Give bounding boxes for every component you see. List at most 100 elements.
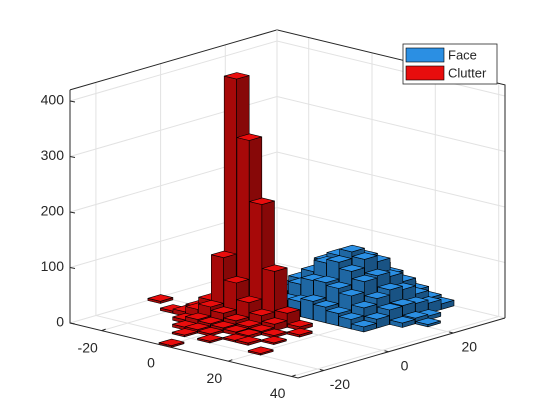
x-tick [228, 359, 233, 362]
bar [287, 319, 313, 331]
bar-top [249, 308, 275, 317]
bar-top [364, 312, 390, 320]
legend: Face Clutter [402, 43, 498, 85]
y-tick-label: 0 [401, 357, 409, 373]
bar-top [210, 320, 236, 329]
bar [197, 334, 223, 344]
bar-top [377, 282, 403, 291]
grid-line [69, 95, 506, 157]
z-tick [69, 156, 76, 158]
axis-line [69, 89, 506, 379]
bar-top [236, 319, 262, 328]
bar [351, 319, 377, 333]
grid-line [291, 83, 500, 377]
legend-swatch [405, 65, 445, 81]
y-tick-label: -20 [330, 376, 350, 392]
bar-top [261, 328, 287, 336]
bar-top [223, 275, 250, 284]
bar-top [223, 72, 250, 80]
bar-top [338, 264, 365, 272]
y-tick [319, 369, 324, 371]
bar-top [147, 294, 174, 302]
bar-top [339, 244, 365, 253]
bar [247, 346, 274, 356]
bar-top [338, 289, 365, 297]
x-tick-label: 40 [270, 385, 286, 401]
bar-top [326, 255, 352, 263]
bar-top [197, 326, 224, 335]
bar-top [235, 336, 262, 344]
z-tick-label: 200 [41, 203, 65, 219]
bar-top [286, 327, 313, 336]
bar-top [235, 328, 262, 337]
bar-top [351, 274, 378, 283]
bar-top [236, 295, 262, 304]
bar-top [326, 281, 352, 289]
bar-top [351, 319, 377, 328]
bar [235, 336, 262, 346]
bar [171, 328, 198, 338]
bar-top [364, 291, 390, 299]
z-tick [69, 211, 76, 214]
bar-top [248, 324, 275, 332]
x-tick [164, 343, 170, 347]
bar-top [313, 275, 340, 284]
bar-top [274, 306, 301, 314]
x-tick-label: -20 [78, 339, 98, 355]
bar-top [171, 328, 198, 336]
z-tick-label: 0 [56, 314, 64, 330]
bar-top [389, 316, 416, 324]
bar-side [300, 298, 314, 321]
bar-top [210, 306, 237, 314]
bar-top [261, 335, 287, 344]
bar-top [223, 325, 249, 333]
bar-top [223, 313, 249, 322]
bar-top [211, 250, 237, 259]
bar-top [287, 319, 313, 328]
bar [286, 327, 313, 338]
z-tick-label: 100 [41, 258, 65, 274]
x-tick [101, 328, 106, 332]
legend-label: Face [448, 47, 477, 62]
bar-top [313, 300, 339, 308]
bar-top [325, 306, 352, 314]
bar-top [351, 252, 378, 260]
bar-top [402, 311, 429, 319]
bar [261, 328, 287, 339]
bar [415, 317, 441, 328]
y-tick-label: 20 [461, 339, 477, 355]
bar-top [376, 303, 403, 311]
bar-top [338, 312, 365, 320]
bar-top [300, 294, 327, 302]
bar [261, 335, 287, 345]
y-tick [384, 350, 389, 353]
bar [389, 316, 416, 328]
z-tick [69, 267, 76, 269]
box-edge [69, 29, 506, 318]
y-tick [449, 331, 454, 334]
bar-top [247, 346, 274, 354]
z-tick-label: 400 [41, 92, 65, 108]
z-tick-label: 300 [41, 147, 65, 163]
bar [147, 294, 174, 304]
bar-top [197, 316, 224, 325]
x-tick-label: 20 [207, 370, 223, 386]
bar-top [249, 197, 275, 205]
bar-top [415, 317, 441, 325]
bar-top [261, 264, 288, 272]
grid-line [69, 206, 506, 268]
bar-side [313, 303, 327, 324]
bar-top [185, 312, 211, 320]
bar-top [198, 299, 224, 308]
bar [158, 338, 185, 348]
legend-label: Clutter [448, 65, 487, 80]
grid-line [69, 151, 506, 213]
z-tick [69, 322, 76, 325]
x-tick-label: 0 [147, 355, 155, 371]
x-tick [291, 374, 296, 377]
z-tick [69, 100, 76, 103]
bar-top [197, 334, 223, 342]
bar-top [351, 300, 378, 309]
bar-top [364, 268, 391, 277]
